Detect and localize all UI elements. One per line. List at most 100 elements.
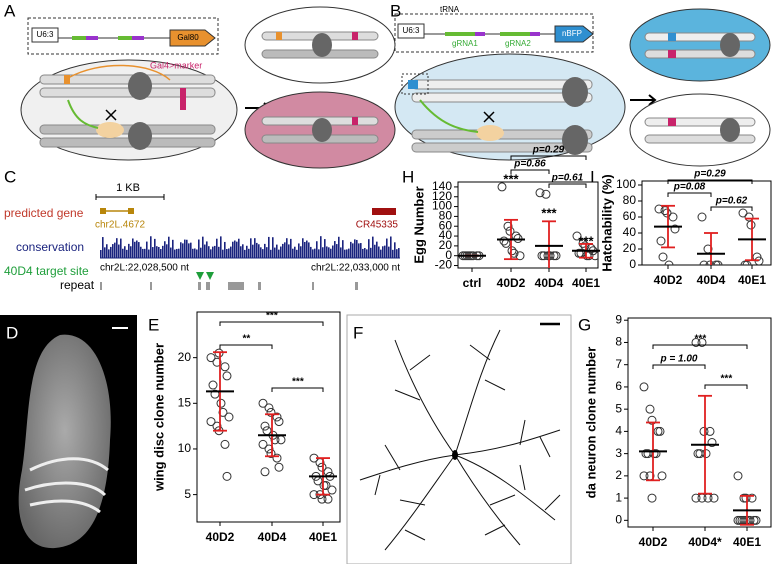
x-tick-label: 40D4: [258, 530, 287, 544]
conservation-bar: [274, 247, 276, 258]
x-tick-label: 40D4: [535, 276, 564, 290]
conservation-bar: [202, 236, 204, 258]
conservation-bar: [210, 249, 212, 258]
data-point: [206, 417, 216, 427]
centromere: [562, 125, 588, 155]
conservation-bar: [384, 245, 386, 258]
data-point: [713, 260, 723, 265]
y-tick-label: 0: [445, 248, 452, 262]
data-point: [705, 426, 715, 436]
conservation-bar: [290, 238, 292, 258]
conservation-bar: [200, 247, 202, 258]
data-point: [545, 251, 555, 261]
conservation-bar: [164, 241, 166, 258]
conservation-bar: [136, 240, 138, 258]
conservation-bar: [390, 236, 392, 258]
y-tick-label: 40: [623, 225, 637, 239]
data-point: [647, 493, 657, 503]
promoter: U6:3: [37, 30, 54, 39]
data-point: [733, 471, 743, 481]
gene-arrow: [554, 25, 594, 43]
y-tick-label: 60: [439, 218, 453, 232]
data-point: [218, 407, 228, 417]
data-point: [319, 480, 329, 490]
conservation-bar: [284, 242, 286, 258]
coordinate: chr2L:22,033,000 nt: [311, 263, 400, 274]
conservation-bar: [368, 239, 370, 258]
conservation-bar: [184, 239, 186, 258]
y-tick-label: 80: [439, 209, 453, 223]
significance: ***: [503, 171, 519, 186]
y-tick-label: 10: [178, 441, 192, 455]
data-point: [741, 493, 751, 503]
data-point: [220, 362, 230, 372]
data-point: [691, 493, 701, 503]
panel-label: G: [578, 315, 591, 334]
locus: [668, 118, 676, 126]
comparison-label: p = 1.00: [660, 354, 698, 365]
conservation-bar: [114, 242, 116, 258]
conservation-bar: [230, 246, 232, 258]
conservation-bar: [348, 248, 350, 258]
y-tick-label: 0: [615, 513, 622, 527]
bracket: [271, 387, 324, 392]
cross: [483, 111, 495, 123]
track-label: conservation: [16, 240, 84, 254]
bracket: [548, 183, 587, 188]
conservation-bar: [304, 241, 306, 258]
y-tick-label: 7: [615, 357, 622, 371]
conservation-bar: [372, 236, 374, 258]
conservation-bar: [362, 248, 364, 258]
conservation-bar: [154, 238, 156, 258]
conservation-bar: [166, 244, 168, 258]
scale-bar: [95, 194, 165, 200]
data-point: [321, 480, 331, 490]
data-point: [647, 415, 657, 425]
conservation-bar: [270, 249, 272, 258]
data-point: [274, 462, 284, 472]
plot-frame: [196, 311, 341, 523]
conservation-bar: [192, 248, 194, 258]
conservation-bar: [388, 246, 390, 258]
conservation-bar: [378, 246, 380, 258]
data-point: [572, 231, 582, 241]
data-point: [222, 371, 232, 381]
conservation-bar: [376, 241, 378, 258]
grna: [118, 36, 132, 40]
conservation-bar: [260, 247, 262, 258]
gene: Gal80: [177, 33, 199, 42]
conservation-bar: [218, 246, 220, 258]
data-point: [266, 449, 276, 459]
conservation-bar: [302, 238, 304, 258]
data-point: [537, 251, 547, 261]
conservation-bar: [306, 240, 308, 258]
conservation-bar: [156, 246, 158, 258]
conservation-bar: [104, 247, 106, 258]
scale-label: 1 KB: [116, 182, 140, 194]
data-point: [260, 421, 270, 431]
conservation-bar: [116, 238, 118, 258]
conservation-bar: [148, 249, 150, 258]
conservation-bar: [178, 248, 180, 258]
cell: [629, 8, 771, 82]
significance: ***: [541, 205, 557, 220]
conservation-bar: [138, 242, 140, 258]
data-point: [220, 439, 230, 449]
clones: [24, 457, 109, 514]
x-tick-label: 40E1: [572, 276, 600, 290]
conservation-bar: [208, 246, 210, 258]
x-tick-label: 40D4*: [688, 535, 722, 549]
conservation-bar: [176, 248, 178, 258]
conservation-bar: [346, 249, 348, 258]
data-point: [699, 426, 709, 436]
y-tick-label: 5: [615, 401, 622, 415]
conservation-bar: [170, 247, 172, 258]
centromere: [720, 118, 740, 142]
conservation-bar: [248, 248, 250, 258]
data-point: [691, 337, 701, 347]
x-tick-label: 40D2: [206, 530, 235, 544]
conservation-bar: [276, 244, 278, 258]
data-point: [317, 462, 327, 472]
comparison-label: ***: [720, 374, 733, 385]
conservation-bar: [350, 241, 352, 258]
